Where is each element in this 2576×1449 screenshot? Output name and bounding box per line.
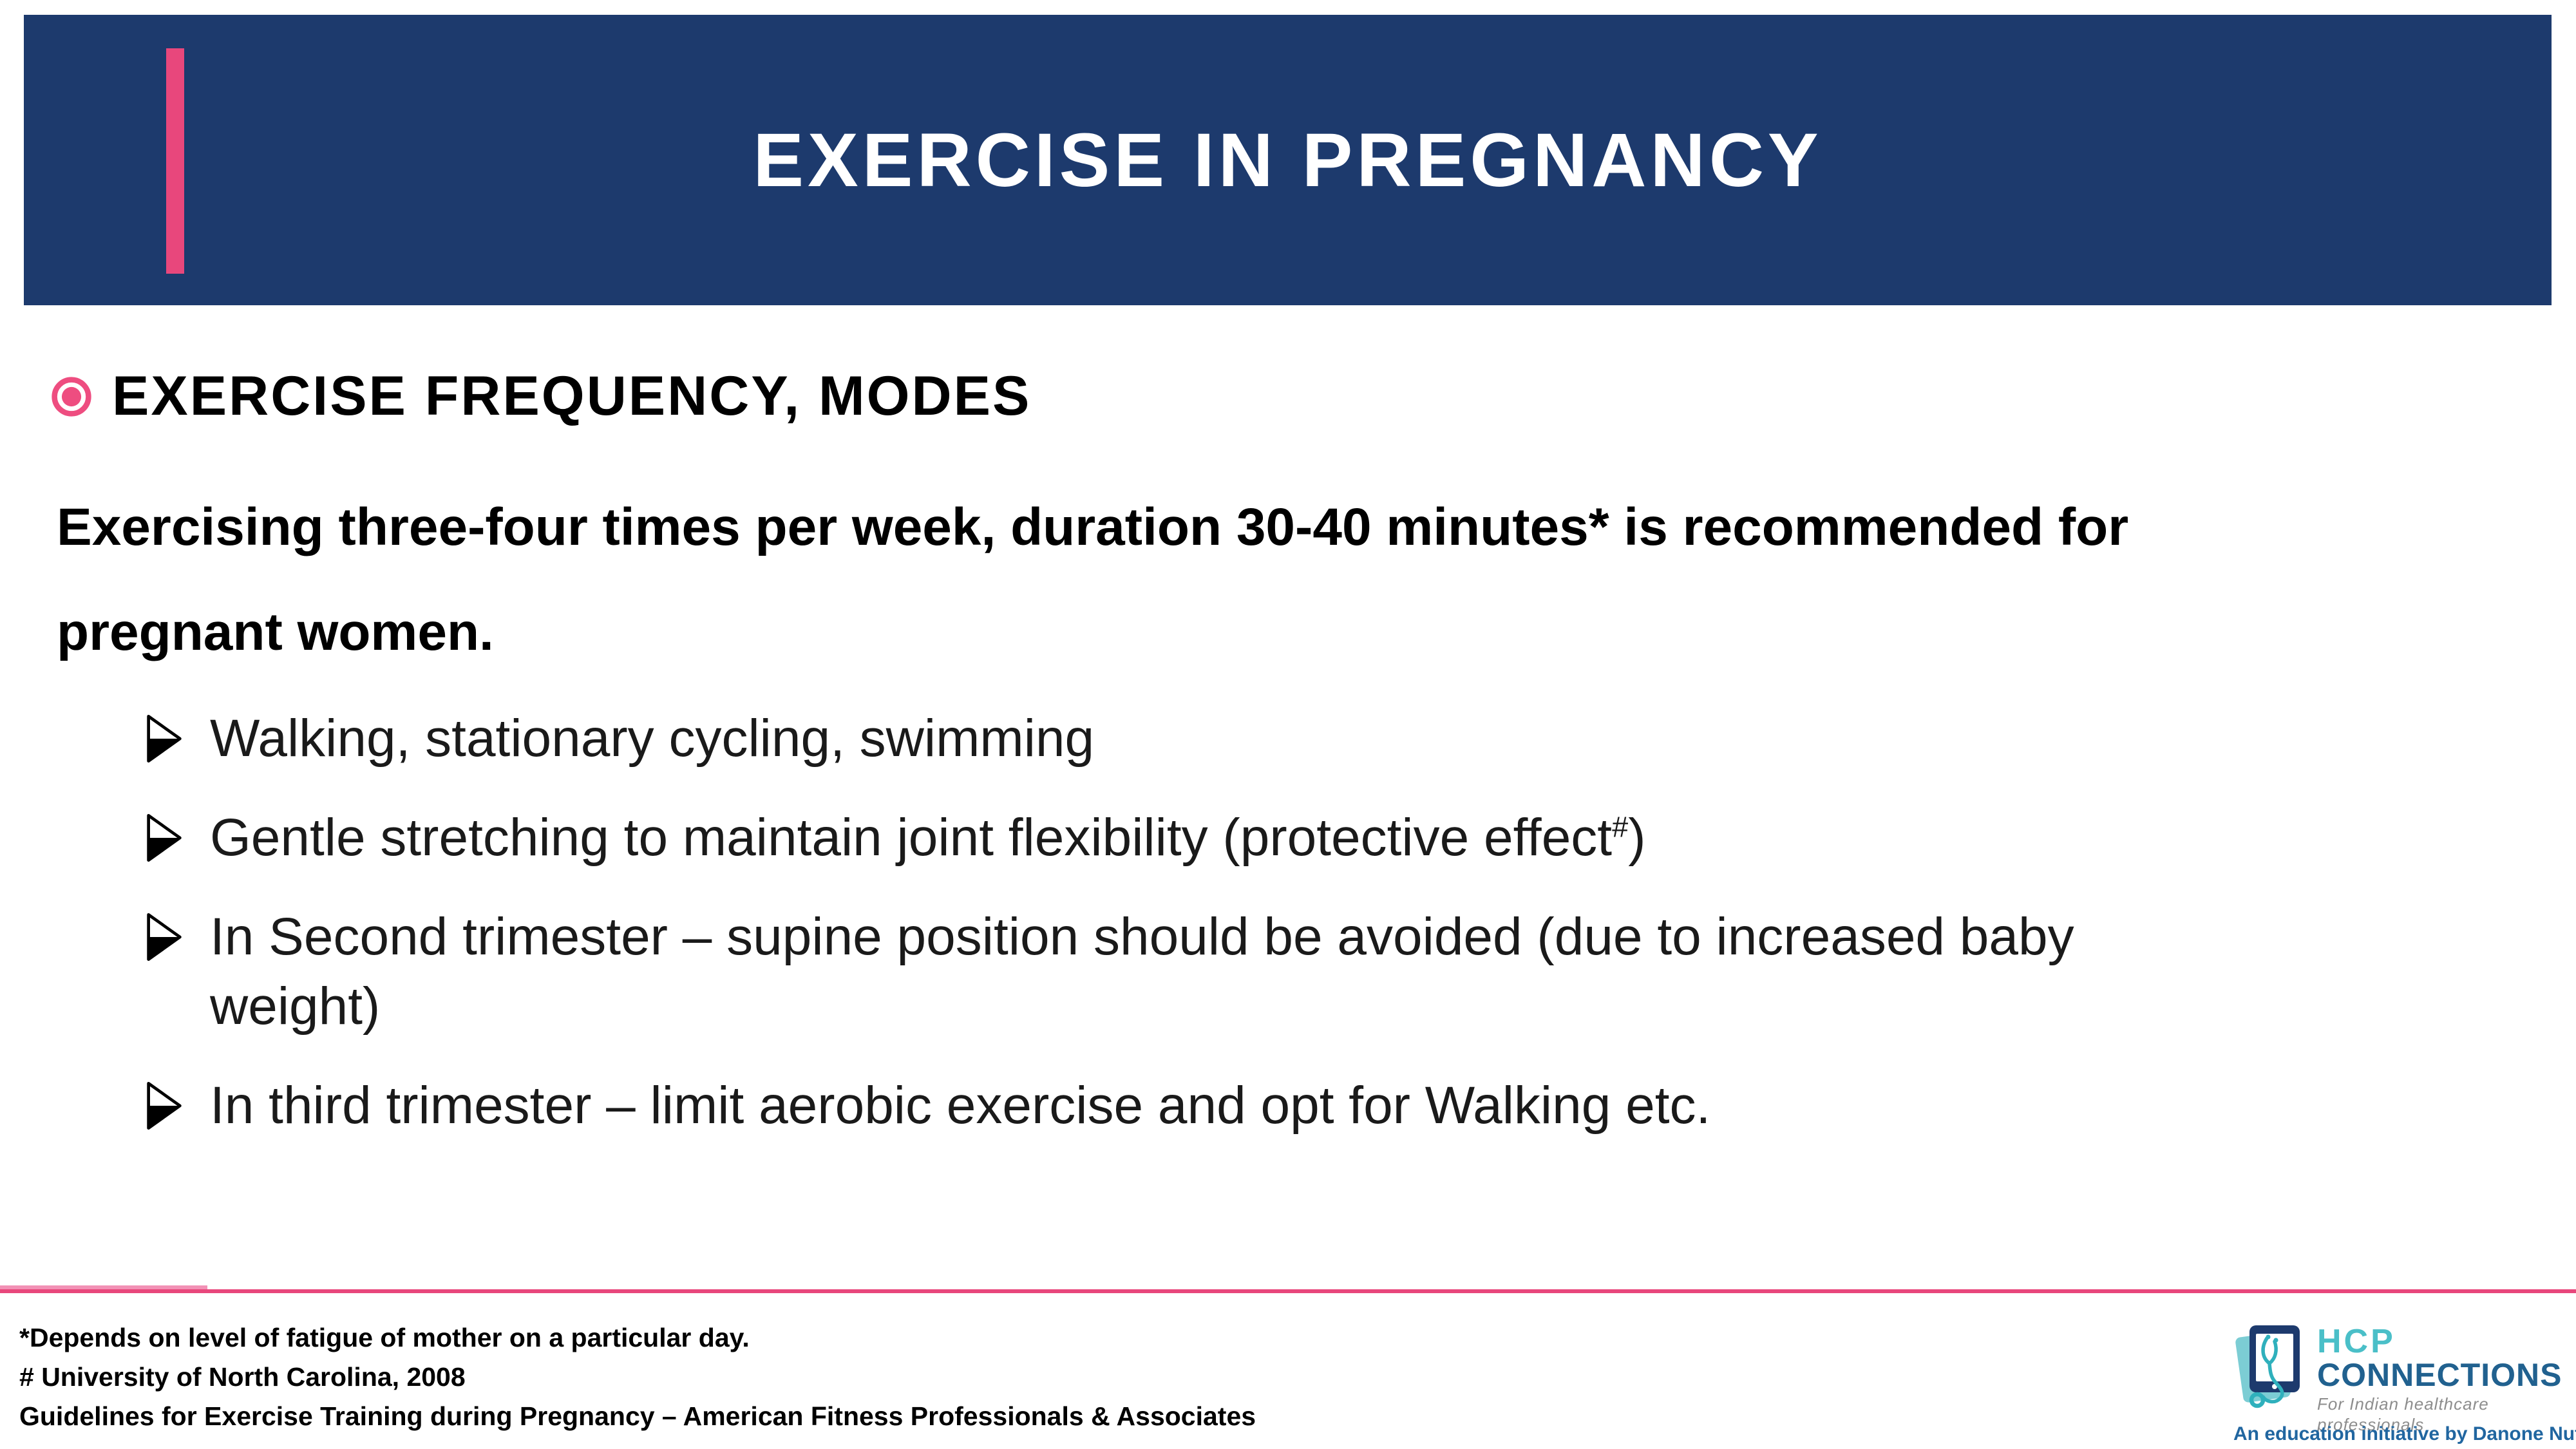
title-accent-bar xyxy=(166,48,184,274)
footer-divider xyxy=(0,1289,2576,1293)
hcp-connections-logo: HCP CONNECTIONS For Indian healthcare pr… xyxy=(2215,1314,2576,1449)
slide-title: EXERCISE IN PREGNANCY xyxy=(753,117,1823,203)
tablet-stethoscope-icon xyxy=(2235,1325,2300,1408)
arrow-bullet-icon xyxy=(147,913,182,961)
logo-tagline: For Indian healthcare professionals xyxy=(2317,1394,2489,1434)
section-heading: EXERCISE FREQUENCY, MODES xyxy=(112,365,1032,427)
title-bar: EXERCISE IN PREGNANCY xyxy=(24,15,2552,305)
list-item: In Second trimester – supine position sh… xyxy=(145,902,2074,1041)
footnotes: *Depends on level of fatigue of mother o… xyxy=(19,1318,1256,1436)
list-item: In third trimester – limit aerobic exerc… xyxy=(145,1071,2074,1141)
list-item-text: In Second trimester – supine position sh… xyxy=(210,907,2074,1036)
footnote: *Depends on level of fatigue of mother o… xyxy=(19,1323,750,1352)
arrow-bullet-icon xyxy=(147,813,182,862)
list-item: Walking, stationary cycling, swimming xyxy=(145,704,2074,773)
arrow-bullet-icon xyxy=(147,714,182,763)
logo-text-block: HCP CONNECTIONS For Indian healthcare pr… xyxy=(2317,1325,2576,1435)
footnote: # University of North Carolina, 2008 xyxy=(19,1362,466,1392)
logo-name-line2: CONNECTIONS xyxy=(2317,1357,2562,1393)
list-item-text: In third trimester – limit aerobic exerc… xyxy=(210,1076,1711,1135)
footer-divider-light xyxy=(0,1285,207,1289)
logo-initiative-line: An education initiative by Danone Nutric… xyxy=(2233,1423,2576,1444)
target-bullet-icon xyxy=(52,376,91,417)
list-item-text: Walking, stationary cycling, swimming xyxy=(210,709,1095,768)
section-heading-row: EXERCISE FREQUENCY, MODES xyxy=(50,365,1031,428)
list-item-text: Gentle stretching to maintain joint flex… xyxy=(210,808,1646,867)
logo-name: HCP xyxy=(2317,1323,2396,1360)
intro-paragraph: Exercising three-four times per week, du… xyxy=(57,498,2129,661)
arrow-bullet-icon xyxy=(147,1081,182,1130)
footnote: Guidelines for Exercise Training during … xyxy=(19,1401,1256,1431)
bullet-list: Walking, stationary cycling, swimming Ge… xyxy=(145,704,2074,1170)
list-item: Gentle stretching to maintain joint flex… xyxy=(145,803,2074,873)
